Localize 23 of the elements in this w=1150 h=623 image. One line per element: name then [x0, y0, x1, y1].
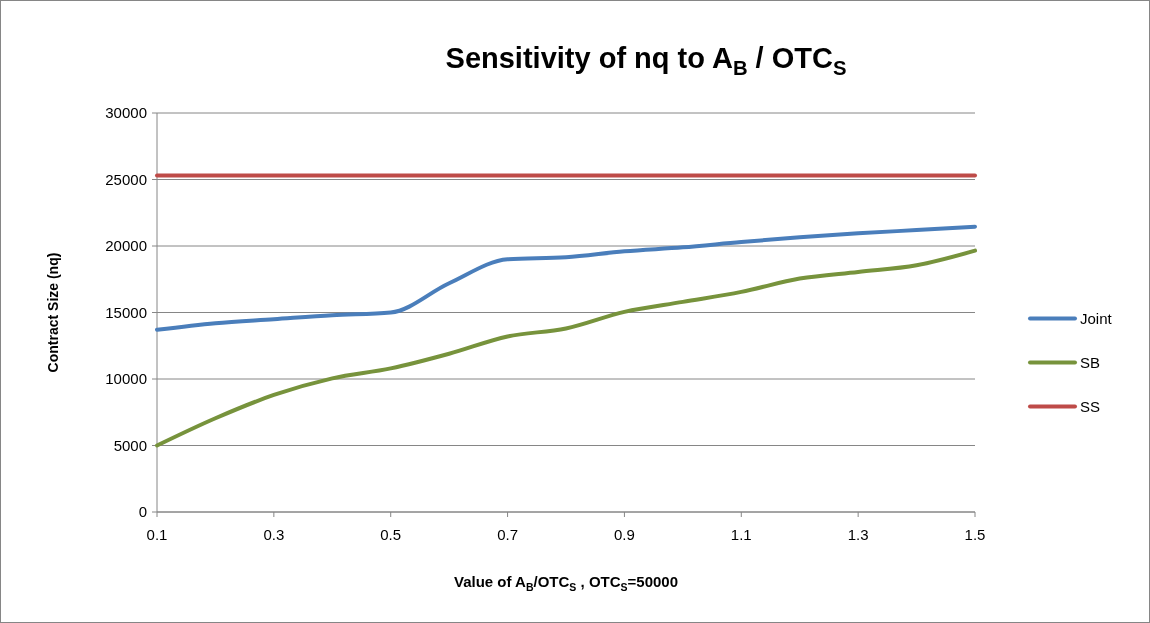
x-tick-label: 0.7: [497, 526, 518, 543]
y-axis-title: Contract Size (nq): [45, 252, 61, 373]
x-tick-label: 1.1: [730, 526, 752, 543]
y-tick-label: 0: [138, 503, 147, 521]
line-series: [155, 248, 977, 448]
legend-label: Joint: [1080, 309, 1113, 327]
x-axis-title: Value of A$_{B}$/OTC$_{S}$ , OTC$_{S}$=50000: [453, 573, 679, 593]
y-tick-label: 30000: [105, 104, 147, 122]
y-tick-label: 25000: [105, 170, 147, 188]
y-tick-label: 10000: [105, 370, 147, 388]
line-series: [155, 224, 977, 332]
x-tick-label: 0.1: [146, 526, 168, 543]
y-tick-label: 5000: [113, 436, 147, 454]
x-tick-label: 1.3: [847, 526, 869, 543]
chart-title: Sensitivity of nq to A$_{B}$ / OTC$_{S}$: [445, 42, 847, 80]
x-tick-label: 1.5: [964, 526, 986, 543]
x-tick-label: 0.3: [263, 526, 285, 543]
y-tick-label: 20000: [105, 237, 147, 255]
x-tick-label: 0.9: [614, 526, 635, 543]
y-tick-label: 15000: [105, 303, 147, 321]
legend-label: SS: [1080, 397, 1101, 415]
legend-label: SB: [1080, 353, 1101, 371]
x-tick-label: 0.5: [380, 526, 402, 543]
